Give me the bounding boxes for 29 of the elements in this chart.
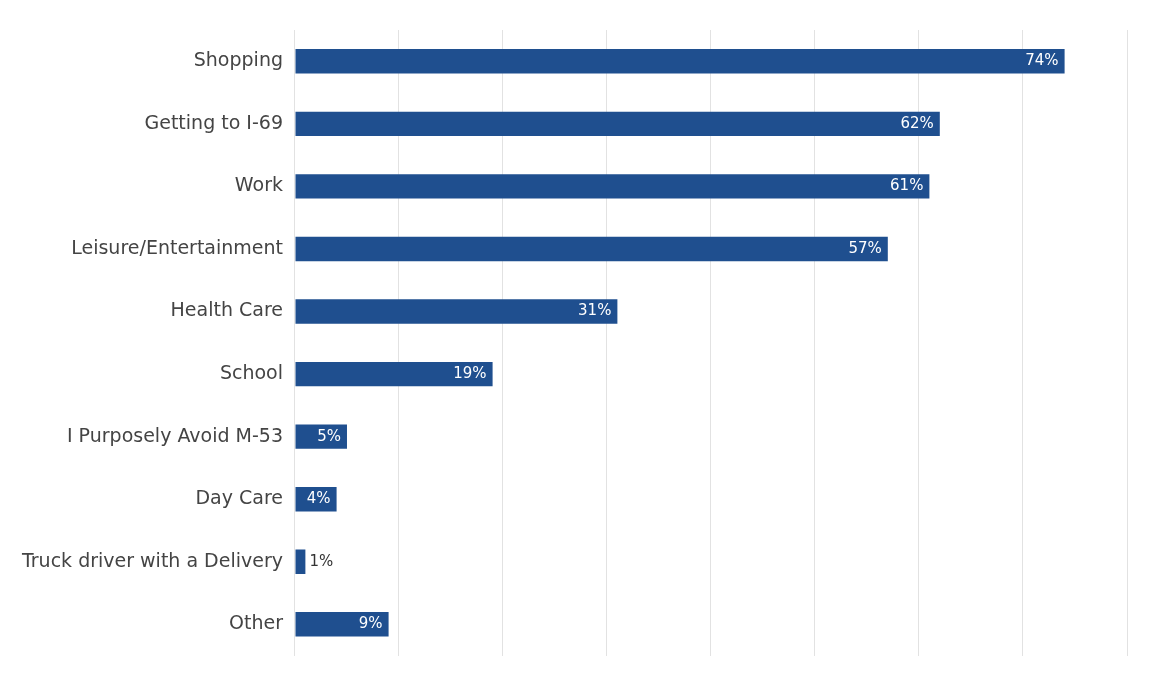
y-tick-label: School — [219, 361, 283, 384]
y-tick-label: Day Care — [195, 486, 283, 509]
data-label: 4% — [306, 489, 331, 508]
data-label: 62% — [900, 113, 934, 132]
bar — [295, 549, 306, 574]
data-label: 1% — [309, 551, 334, 570]
bar — [295, 174, 930, 199]
bar — [295, 236, 888, 262]
bar — [295, 424, 347, 449]
y-tick-label: Shopping — [193, 48, 283, 71]
data-label: 57% — [848, 238, 882, 257]
data-label: 31% — [578, 301, 612, 320]
bar — [295, 49, 1065, 74]
bar — [295, 299, 618, 324]
data-label: 74% — [1025, 51, 1059, 70]
y-tick-label: Health Care — [170, 298, 283, 321]
data-label: 9% — [358, 614, 383, 633]
y-tick-label: Getting to I-69 — [144, 110, 283, 133]
y-tick-label: Truck driver with a Delivery — [20, 548, 283, 571]
y-tick-label: Other — [229, 611, 284, 634]
data-label: 61% — [890, 176, 924, 195]
y-tick-label: I Purposely Avoid M-53 — [66, 423, 283, 446]
y-tick-label: Leisure/Entertainment — [71, 235, 283, 258]
data-label: 19% — [453, 363, 487, 382]
bar — [295, 111, 940, 137]
bar — [295, 612, 389, 637]
data-label: 5% — [317, 426, 341, 445]
bar — [295, 361, 493, 387]
y-tick-label: Work — [234, 173, 283, 196]
